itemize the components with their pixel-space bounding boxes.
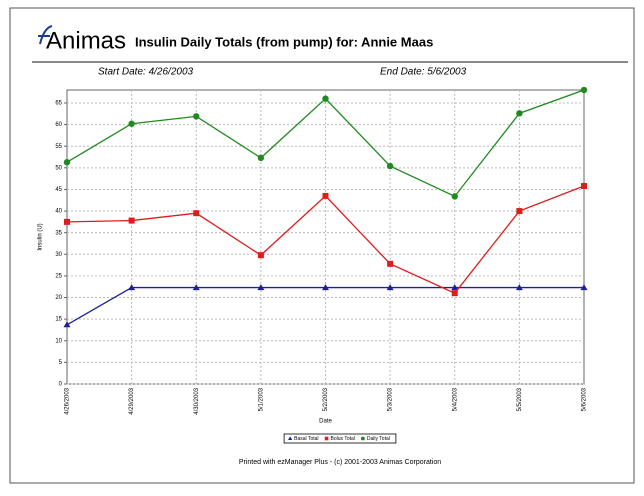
start-date: Start Date: 4/26/2003 (98, 67, 194, 78)
y-tick-label: 55 (55, 144, 62, 150)
x-tick-label: 5/2/2003 (323, 387, 329, 411)
marker (451, 284, 459, 291)
marker (387, 260, 394, 267)
marker (322, 95, 329, 102)
marker (128, 120, 135, 127)
legend-box (283, 433, 397, 444)
x-tick-label: 4/29/2003 (129, 387, 135, 414)
marker (257, 154, 265, 162)
y-tick-label: 5 (59, 360, 63, 366)
legend-label: Bolus Total (331, 436, 355, 442)
x-tick-label: 4/26/2003 (65, 387, 71, 414)
x-tick-label: 4/30/2003 (194, 387, 200, 414)
marker (322, 284, 329, 291)
marker (64, 218, 70, 225)
marker (128, 284, 136, 291)
y-tick-label: 10 (55, 338, 62, 344)
marker (516, 208, 523, 215)
marker (386, 162, 394, 170)
marker (580, 86, 588, 94)
marker (515, 284, 523, 291)
marker (580, 284, 588, 291)
marker (288, 436, 293, 440)
marker (63, 321, 71, 328)
y-tick-label: 65 (55, 101, 62, 107)
marker (128, 217, 135, 224)
logo-icon (38, 25, 53, 45)
y-tick-label: 15 (55, 317, 62, 323)
x-tick-label: 5/4/2003 (452, 387, 458, 411)
marker (257, 252, 264, 259)
x-tick-label: 5/6/2003 (582, 387, 588, 411)
title: Insulin Daily Totals (from pump) for: An… (135, 34, 433, 49)
y-axis-label: Insulin (U) (38, 223, 44, 250)
logo: Animas (46, 27, 126, 54)
y-tick-label: 40 (55, 209, 62, 215)
marker (322, 192, 329, 199)
y-tick-label: 60 (55, 122, 62, 128)
y-tick-label: 30 (55, 252, 62, 258)
end-date: End Date: 5/6/2003 (380, 67, 467, 78)
marker (63, 159, 71, 166)
legend-label: Daily Total (367, 436, 390, 442)
marker (386, 284, 394, 291)
y-tick-label: 35 (55, 230, 62, 236)
y-tick-label: 0 (59, 382, 63, 388)
marker (324, 436, 329, 441)
marker (451, 290, 458, 297)
marker (360, 436, 365, 441)
footer: Printed with ezManager Plus - (c) 2001-2… (239, 459, 441, 466)
y-tick-label: 50 (55, 165, 62, 171)
y-tick-label: 25 (55, 273, 62, 279)
y-tick-label: 20 (55, 295, 62, 301)
legend-label: Basal Total (294, 436, 318, 442)
x-tick-label: 5/5/2003 (517, 387, 523, 411)
x-axis-label: Date (319, 419, 332, 425)
x-tick-label: 5/1/2003 (258, 387, 264, 411)
marker (193, 210, 200, 217)
marker (257, 284, 265, 291)
y-tick-label: 45 (55, 187, 62, 193)
marker (451, 193, 458, 200)
x-tick-label: 5/3/2003 (388, 387, 394, 411)
marker (581, 182, 587, 189)
marker (193, 113, 200, 120)
marker (516, 110, 523, 117)
marker (192, 284, 200, 291)
